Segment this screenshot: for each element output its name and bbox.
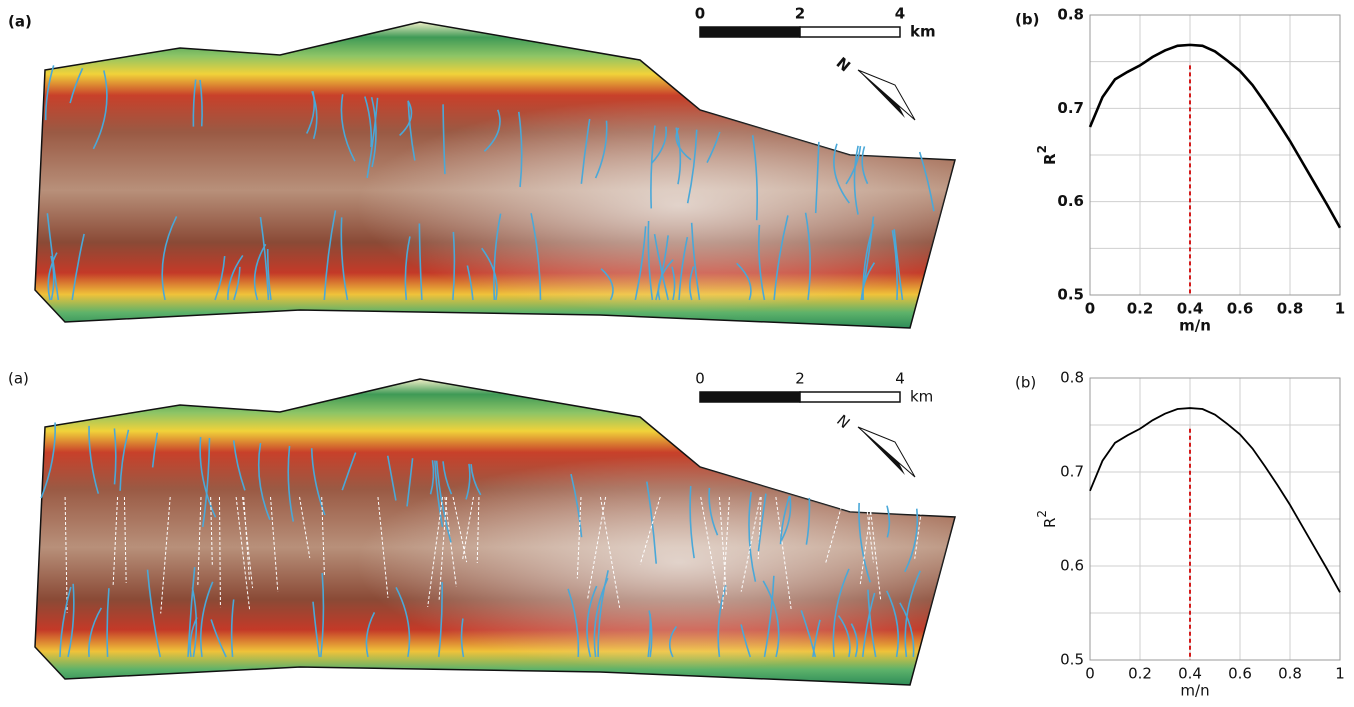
- y-axis-label: R2: [1035, 510, 1059, 528]
- x-tick-label: 0.4: [1178, 665, 1202, 683]
- curve: [1090, 408, 1340, 592]
- x-tick-label: 0.6: [1228, 665, 1252, 683]
- x-tick-label: 0: [1085, 665, 1095, 683]
- chart-label: (b): [1015, 374, 1036, 392]
- panel-label: (a): [8, 13, 32, 31]
- scale-tick-label: 0: [695, 370, 705, 388]
- map-panel: (a) 0 2 4 km N: [8, 370, 955, 686]
- curve: [1090, 45, 1340, 228]
- y-axis-label-sup: 2: [1035, 145, 1049, 153]
- x-tick-label: 0.2: [1127, 300, 1154, 318]
- x-tick-label: 1: [1335, 300, 1345, 318]
- x-tick-label: 1: [1335, 665, 1345, 683]
- scale-unit: km: [910, 388, 933, 406]
- y-tick-label: 0.5: [1057, 286, 1084, 304]
- y-axis-label-base: R: [1041, 518, 1059, 528]
- y-tick-label: 0.8: [1060, 369, 1084, 387]
- scale-tick-label: 0: [695, 5, 705, 23]
- x-tick-label: 0.8: [1277, 300, 1304, 318]
- y-axis-label-sup: 2: [1035, 510, 1049, 518]
- map-panel: (a) 0 2 4 km N: [8, 5, 955, 329]
- y-tick-label: 0.6: [1060, 557, 1084, 575]
- scale-segment: [700, 392, 800, 402]
- figure: (a) 0 2 4 km N (a) 0 2 4 km N (b) 0.5 0.6 0.7 0.8 0 0.2 0.4…: [0, 0, 1354, 707]
- chart-panel: (b) 0.5 0.6 0.7 0.8 0 0.2 0.4 0.6 0.8 1 m/n R2: [1015, 6, 1345, 335]
- north-label: N: [833, 411, 853, 432]
- north-arrow: [858, 70, 915, 120]
- scale-tick-label: 2: [795, 5, 805, 23]
- scale-tick-label: 4: [895, 370, 905, 388]
- scale-unit: km: [910, 23, 936, 41]
- scale-segment: [800, 392, 900, 402]
- y-axis-label: R2: [1035, 145, 1059, 165]
- x-tick-label: 0.2: [1128, 665, 1152, 683]
- north-arrow: [858, 427, 915, 477]
- north-label: N: [833, 54, 854, 76]
- scale-tick-label: 4: [895, 5, 905, 23]
- y-tick-label: 0.6: [1057, 192, 1084, 210]
- chart-panel: (b) 0.5 0.6 0.7 0.8 0 0.2 0.4 0.6 0.8 1 m/n R2: [1015, 369, 1345, 700]
- y-tick-label: 0.7: [1057, 99, 1084, 117]
- x-axis-label: m/n: [1180, 682, 1209, 700]
- x-tick-label: 0.8: [1278, 665, 1302, 683]
- scale-segment: [700, 27, 800, 37]
- y-tick-label: 0.8: [1057, 6, 1084, 24]
- x-tick-label: 0: [1085, 300, 1095, 318]
- panel-label: (a): [8, 370, 29, 388]
- x-tick-label: 0.4: [1177, 300, 1204, 318]
- terrain-highlight: [35, 379, 955, 685]
- y-axis-label-base: R: [1041, 153, 1059, 165]
- x-axis-label: m/n: [1179, 317, 1211, 335]
- y-tick-label: 0.7: [1060, 463, 1084, 481]
- scale-tick-label: 2: [795, 370, 805, 388]
- y-tick-label: 0.5: [1060, 651, 1084, 669]
- chart-label: (b): [1015, 11, 1039, 29]
- scale-segment: [800, 27, 900, 37]
- x-tick-label: 0.6: [1227, 300, 1254, 318]
